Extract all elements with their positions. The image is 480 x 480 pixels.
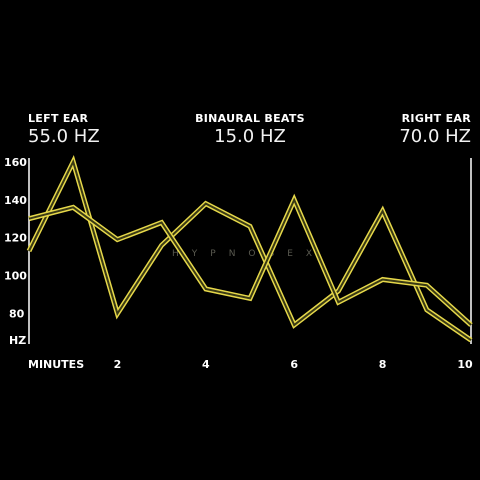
x-axis-ticks: 2 4 6 8 10 <box>114 358 473 371</box>
x-axis-label: MINUTES <box>28 358 84 371</box>
series-2-line-core <box>28 197 472 326</box>
series-layer <box>26 154 473 343</box>
left-ear-readout: LEFT EAR 55.0 HZ <box>28 112 100 148</box>
y-tick-label: 100 <box>4 270 27 283</box>
watermark: HYPNOSEX <box>172 249 325 259</box>
x-tick-label: 2 <box>114 358 122 371</box>
y-tick-label: 160 <box>4 156 27 169</box>
x-tick-label: 6 <box>290 358 298 371</box>
binaural-beats-frequency: 15.0 HZ <box>214 126 286 147</box>
y-tick-label: 80 <box>9 308 25 321</box>
right-ear-readout: RIGHT EAR 70.0 HZ <box>399 112 471 148</box>
x-tick-label: 10 <box>457 358 473 371</box>
left-ear-frequency: 55.0 HZ <box>28 126 100 147</box>
right-ear-label: RIGHT EAR <box>401 112 471 125</box>
y-axis-label: HZ <box>9 334 26 347</box>
left-ear-label: LEFT EAR <box>28 112 89 125</box>
x-tick-label: 4 <box>202 358 210 371</box>
binaural-beats-readout: BINAURAL BEATS 15.0 HZ <box>170 112 330 148</box>
x-tick-label: 8 <box>379 358 387 371</box>
right-ear-frequency: 70.0 HZ <box>399 126 471 147</box>
series-1-line-core <box>28 159 472 342</box>
y-axis-ticks: 80 100 120 140 160 <box>4 156 27 321</box>
y-tick-label: 140 <box>4 194 27 207</box>
y-tick-label: 120 <box>4 232 27 245</box>
binaural-beats-label: BINAURAL BEATS <box>195 112 305 125</box>
